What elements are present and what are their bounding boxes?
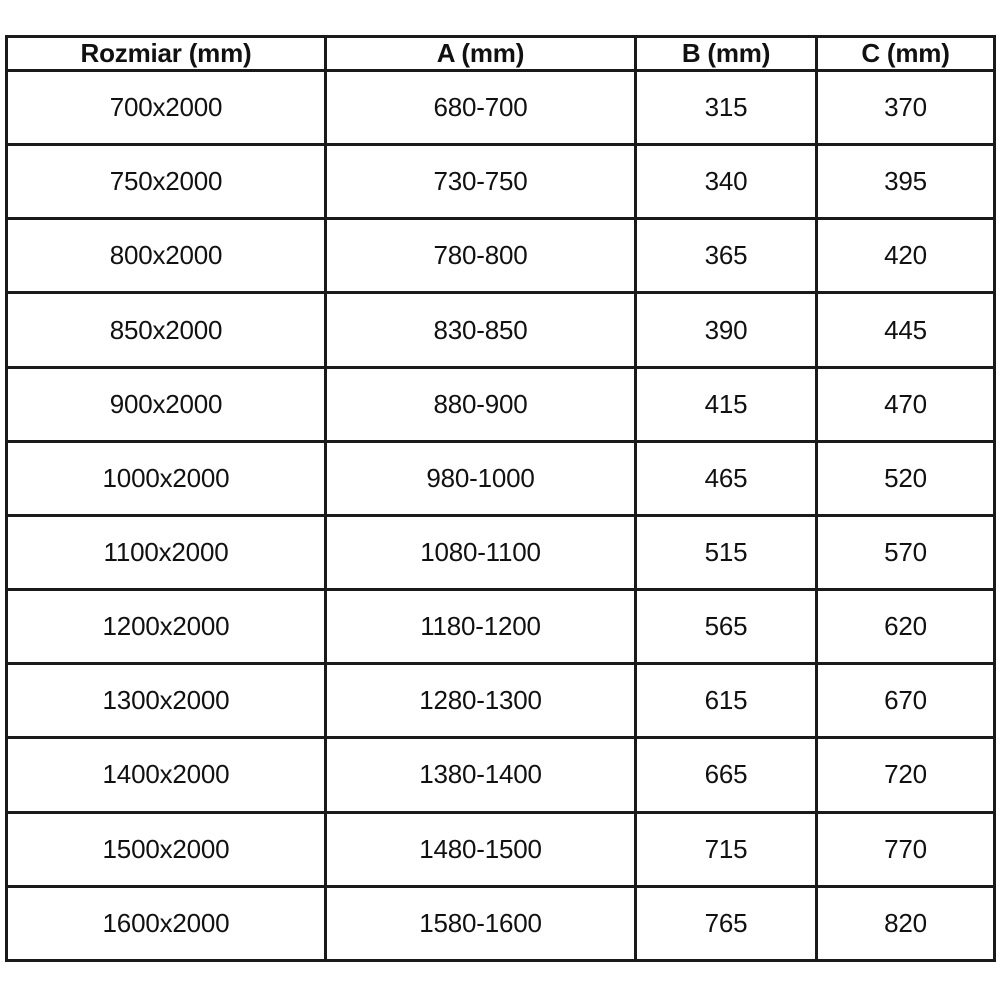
table-cell-a: 1380-1400 — [324, 736, 637, 814]
table-row: 700x2000 680-700 315 370 — [5, 68, 996, 147]
table-cell-b: 415 — [634, 365, 818, 443]
table-cell-size: 1400x2000 — [5, 736, 327, 814]
table-cell-c: 470 — [815, 365, 996, 443]
table-cell-b: 365 — [634, 217, 818, 295]
table-cell-b: 390 — [634, 291, 818, 369]
table-row: 1100x2000 1080-1100 515 570 — [5, 513, 996, 592]
table-row: 1300x2000 1280-1300 615 670 — [5, 662, 996, 740]
table-cell-a: 1080-1100 — [324, 513, 637, 592]
table-cell-a: 1480-1500 — [324, 810, 637, 888]
table-cell-size: 1100x2000 — [5, 513, 327, 592]
table-cell-size: 900x2000 — [5, 365, 327, 443]
table-row: 750x2000 730-750 340 395 — [5, 143, 996, 221]
table-cell-b: 565 — [634, 588, 818, 666]
table-cell-size: 750x2000 — [5, 143, 327, 221]
table-cell-b: 715 — [634, 810, 818, 888]
table-cell-a: 730-750 — [324, 143, 637, 221]
table-row: 800x2000 780-800 365 420 — [5, 217, 996, 295]
table-cell-a: 980-1000 — [324, 439, 637, 517]
column-header-b: B (mm) — [634, 35, 818, 72]
column-header-size: Rozmiar (mm) — [5, 35, 327, 72]
table-cell-c: 720 — [815, 736, 996, 814]
table-cell-c: 670 — [815, 662, 996, 740]
table-cell-size: 700x2000 — [5, 68, 327, 147]
table-cell-c: 520 — [815, 439, 996, 517]
table-cell-b: 765 — [634, 884, 818, 963]
table-row: 850x2000 830-850 390 445 — [5, 291, 996, 369]
table-cell-size: 800x2000 — [5, 217, 327, 295]
table-cell-a: 1280-1300 — [324, 662, 637, 740]
table-row: 1200x2000 1180-1200 565 620 — [5, 588, 996, 666]
table-row: 900x2000 880-900 415 470 — [5, 365, 996, 443]
table-cell-c: 370 — [815, 68, 996, 147]
table-cell-size: 1300x2000 — [5, 662, 327, 740]
table-cell-a: 680-700 — [324, 68, 637, 147]
table-cell-size: 1600x2000 — [5, 884, 327, 963]
table-body: 700x2000 680-700 315 370 750x2000 730-750 340 3… — [5, 68, 996, 963]
table-cell-a: 780-800 — [324, 217, 637, 295]
table-cell-a: 830-850 — [324, 291, 637, 369]
table-cell-size: 850x2000 — [5, 291, 327, 369]
column-header-a: A (mm) — [324, 35, 637, 72]
table-cell-c: 570 — [815, 513, 996, 592]
table-cell-c: 445 — [815, 291, 996, 369]
table-cell-b: 465 — [634, 439, 818, 517]
column-header-c: C (mm) — [815, 35, 996, 72]
specification-table-container: Rozmiar (mm) A (mm) B (mm) C (mm) 700x20… — [5, 35, 996, 963]
table-row: 1600x2000 1580-1600 765 820 — [5, 884, 996, 963]
table-header-row: Rozmiar (mm) A (mm) B (mm) C (mm) — [5, 35, 996, 72]
table-cell-size: 1000x2000 — [5, 439, 327, 517]
table-header: Rozmiar (mm) A (mm) B (mm) C (mm) — [5, 35, 996, 72]
table-cell-a: 1580-1600 — [324, 884, 637, 963]
table-cell-c: 770 — [815, 810, 996, 888]
table-cell-b: 665 — [634, 736, 818, 814]
table-cell-a: 880-900 — [324, 365, 637, 443]
specification-table: Rozmiar (mm) A (mm) B (mm) C (mm) 700x20… — [5, 35, 996, 963]
table-cell-b: 315 — [634, 68, 818, 147]
table-cell-c: 820 — [815, 884, 996, 963]
table-row: 1500x2000 1480-1500 715 770 — [5, 810, 996, 888]
table-cell-c: 620 — [815, 588, 996, 666]
table-cell-b: 340 — [634, 143, 818, 221]
table-cell-c: 420 — [815, 217, 996, 295]
table-row: 1000x2000 980-1000 465 520 — [5, 439, 996, 517]
table-cell-a: 1180-1200 — [324, 588, 637, 666]
table-cell-b: 615 — [634, 662, 818, 740]
table-row: 1400x2000 1380-1400 665 720 — [5, 736, 996, 814]
table-cell-size: 1200x2000 — [5, 588, 327, 666]
table-cell-b: 515 — [634, 513, 818, 592]
table-cell-size: 1500x2000 — [5, 810, 327, 888]
table-cell-c: 395 — [815, 143, 996, 221]
